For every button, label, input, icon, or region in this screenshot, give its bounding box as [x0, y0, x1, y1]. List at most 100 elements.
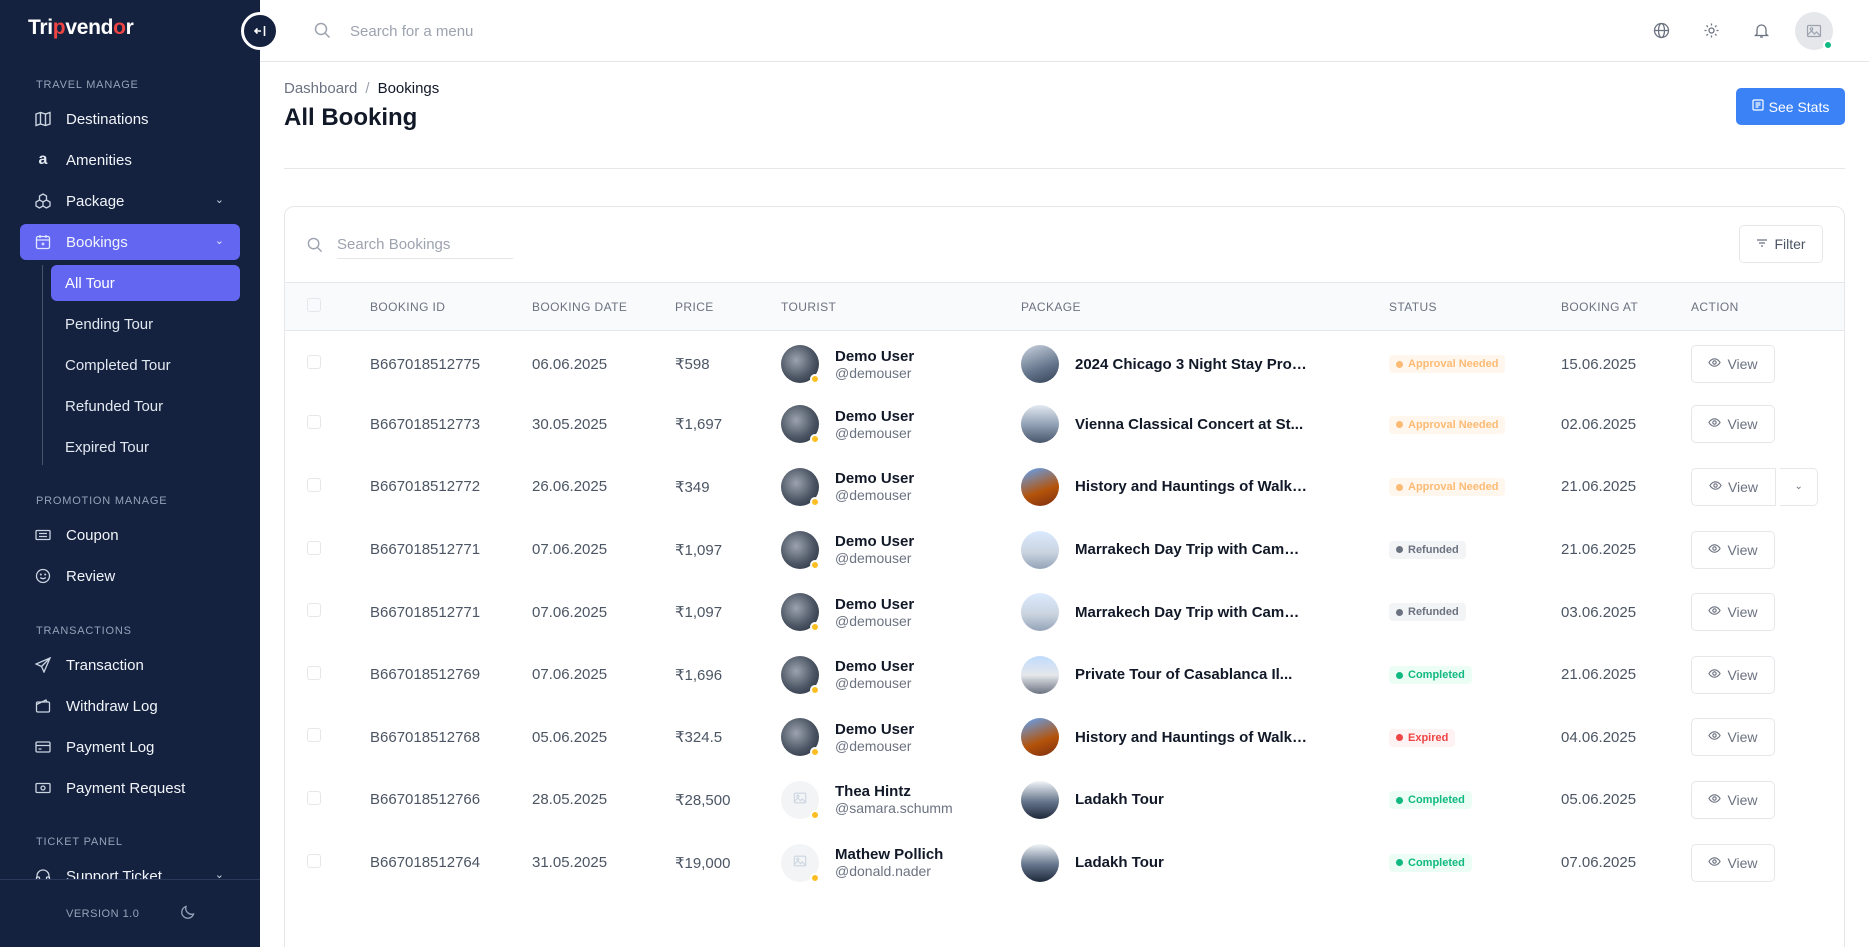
- gear-icon[interactable]: [1701, 20, 1721, 40]
- view-label: View: [1727, 729, 1758, 746]
- package-cell[interactable]: Marrakech Day Trip with Camel...: [1021, 530, 1389, 569]
- breadcrumb-dashboard[interactable]: Dashboard: [284, 80, 358, 97]
- sidebar-item-payment-request[interactable]: Payment Request: [20, 770, 240, 806]
- sidebar-item-label: Coupon: [66, 526, 119, 544]
- sidebar-subitem-expired-tour[interactable]: Expired Tour: [65, 438, 149, 456]
- sidebar-item-coupon[interactable]: Coupon: [20, 517, 240, 553]
- see-stats-button[interactable]: See Stats: [1736, 88, 1845, 125]
- menu-search-input[interactable]: [350, 18, 750, 44]
- moon-icon[interactable]: [180, 904, 196, 925]
- tourist-cell[interactable]: Demo User @demouser: [781, 593, 1021, 633]
- package-cell[interactable]: Ladakh Tour: [1021, 780, 1389, 819]
- package-cell[interactable]: Private Tour of Casablanca Il...: [1021, 655, 1389, 694]
- row-actions-dropdown[interactable]: ⌄: [1780, 467, 1819, 506]
- booking-at: 02.06.2025: [1561, 415, 1637, 433]
- view-button[interactable]: View: [1691, 843, 1775, 882]
- view-button[interactable]: View: [1691, 780, 1775, 819]
- view-button[interactable]: View: [1691, 718, 1775, 757]
- table-row[interactable]: B667018512766 28.05.2025 ₹28,500 Thea Hi…: [285, 769, 1844, 832]
- package-cell[interactable]: Vienna Classical Concert at St...: [1021, 405, 1389, 444]
- eye-icon: [1708, 792, 1722, 808]
- row-checkbox[interactable]: [307, 790, 321, 805]
- sidebar-subitem-all-tour[interactable]: All Tour: [51, 265, 240, 301]
- table-row[interactable]: B667018512771 07.06.2025 ₹1,097 Demo Use…: [285, 518, 1844, 581]
- status-dot: [810, 374, 820, 385]
- tourist-cell[interactable]: Mathew Pollich @donald.nader: [781, 843, 1021, 883]
- sidebar-item-withdraw-log[interactable]: Withdraw Log: [20, 688, 240, 724]
- collapse-sidebar-button[interactable]: [241, 12, 279, 50]
- tourist-cell[interactable]: Demo User @demouser: [781, 718, 1021, 758]
- package-cell[interactable]: History and Hauntings of Walki...: [1021, 467, 1389, 506]
- row-checkbox[interactable]: [307, 728, 321, 743]
- column-booking-at[interactable]: BOOKING AT: [1561, 299, 1639, 314]
- status-badge-label: Completed: [1408, 856, 1465, 869]
- sidebar-item-transaction[interactable]: Transaction: [20, 647, 240, 683]
- column-status[interactable]: STATUS: [1389, 299, 1437, 314]
- row-checkbox[interactable]: [307, 603, 321, 618]
- column-package[interactable]: PACKAGE: [1021, 299, 1081, 314]
- sidebar-item-bookings[interactable]: Bookings ⌄: [20, 224, 240, 260]
- row-checkbox[interactable]: [307, 355, 321, 370]
- sidebar-subitem-refunded-tour[interactable]: Refunded Tour: [65, 397, 164, 415]
- smile-icon: [34, 567, 52, 585]
- column-price[interactable]: PRICE: [675, 299, 714, 314]
- tourist-name: Demo User: [835, 407, 915, 425]
- view-button[interactable]: View: [1691, 345, 1775, 384]
- sidebar-item-review[interactable]: Review: [20, 558, 240, 594]
- view-label: View: [1727, 666, 1758, 683]
- tourist-cell[interactable]: Thea Hintz @samara.schumm: [781, 780, 1021, 820]
- table-row[interactable]: B667018512769 07.06.2025 ₹1,696 Demo Use…: [285, 643, 1844, 706]
- globe-icon[interactable]: [1651, 20, 1671, 40]
- column-action: ACTION: [1691, 299, 1739, 314]
- tourist-cell[interactable]: Demo User @demouser: [781, 467, 1021, 507]
- status-badge: Completed: [1389, 666, 1472, 685]
- sidebar-item-label: Payment Log: [66, 738, 155, 756]
- column-booking-date[interactable]: BOOKING DATE: [532, 299, 628, 314]
- package-cell[interactable]: 2024 Chicago 3 Night Stay Prog...: [1021, 345, 1389, 384]
- row-checkbox[interactable]: [307, 415, 321, 430]
- sidebar-subitem-pending-tour[interactable]: Pending Tour: [65, 315, 154, 333]
- package-cell[interactable]: Marrakech Day Trip with Camel...: [1021, 593, 1389, 632]
- package-cell[interactable]: Ladakh Tour: [1021, 843, 1389, 882]
- booking-at: 21.06.2025: [1561, 478, 1637, 496]
- sidebar-item-amenities[interactable]: a Amenities: [20, 142, 240, 178]
- view-button[interactable]: View: [1691, 593, 1775, 632]
- app-logo[interactable]: Tripvendor: [28, 16, 134, 39]
- view-button[interactable]: View: [1691, 530, 1775, 569]
- bookings-search-input[interactable]: [337, 231, 513, 259]
- row-checkbox[interactable]: [307, 665, 321, 680]
- bell-icon[interactable]: [1751, 20, 1771, 40]
- booking-date: 06.06.2025: [532, 355, 608, 373]
- status-badge-label: Approval Needed: [1408, 481, 1499, 494]
- row-checkbox[interactable]: [307, 477, 321, 492]
- view-button[interactable]: View: [1691, 655, 1775, 694]
- table-row[interactable]: B667018512764 31.05.2025 ₹19,000 Mathew …: [285, 831, 1844, 894]
- view-button[interactable]: View: [1691, 467, 1776, 506]
- tourist-cell[interactable]: Demo User @demouser: [781, 405, 1021, 445]
- sidebar-item-destinations[interactable]: Destinations: [20, 101, 240, 137]
- column-booking-id[interactable]: BOOKING ID: [370, 299, 446, 314]
- row-checkbox[interactable]: [307, 540, 321, 555]
- status-badge: Refunded: [1389, 603, 1466, 622]
- credit-card-icon: [34, 738, 52, 756]
- table-row[interactable]: B667018512768 05.06.2025 ₹324.5 Demo Use…: [285, 706, 1844, 769]
- table-row[interactable]: B667018512773 30.05.2025 ₹1,697 Demo Use…: [285, 393, 1844, 456]
- table-row[interactable]: B667018512771 07.06.2025 ₹1,097 Demo Use…: [285, 581, 1844, 644]
- sidebar: Tripvendor TRAVEL MANAGE Destinations a …: [0, 0, 260, 947]
- package-cell[interactable]: History and Hauntings of Walki...: [1021, 718, 1389, 757]
- table-row[interactable]: B667018512775 06.06.2025 ₹598 Demo User …: [285, 331, 1844, 394]
- sidebar-item-package[interactable]: Package ⌄: [20, 183, 240, 219]
- row-checkbox[interactable]: [307, 853, 321, 868]
- status-badge-label: Completed: [1408, 794, 1465, 807]
- filter-button[interactable]: Filter: [1739, 225, 1823, 263]
- tourist-cell[interactable]: Demo User @demouser: [781, 655, 1021, 695]
- tourist-cell[interactable]: Demo User @demouser: [781, 530, 1021, 570]
- view-button[interactable]: View: [1691, 405, 1775, 444]
- table-row[interactable]: B667018512772 26.06.2025 ₹349 Demo User …: [285, 456, 1844, 519]
- sidebar-item-payment-log[interactable]: Payment Log: [20, 729, 240, 765]
- sidebar-subitem-completed-tour[interactable]: Completed Tour: [65, 356, 171, 374]
- column-tourist[interactable]: TOURIST: [781, 299, 837, 314]
- select-all-checkbox[interactable]: [307, 298, 321, 312]
- tourist-cell[interactable]: Demo User @demouser: [781, 345, 1021, 385]
- tourist-avatar: [781, 718, 820, 758]
